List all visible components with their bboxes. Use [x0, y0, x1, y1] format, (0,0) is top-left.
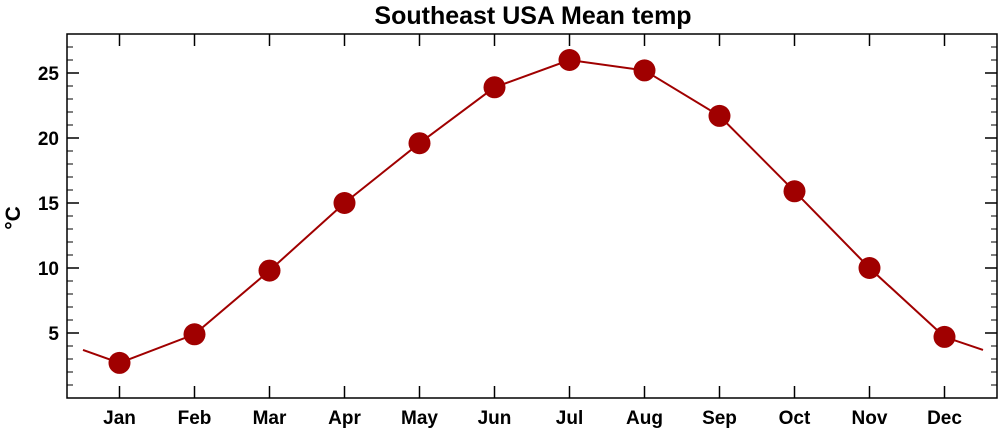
y-tick-label: 20	[38, 129, 59, 150]
y-tick-label: 25	[38, 64, 60, 85]
series-layer	[82, 49, 984, 374]
x-tick-label: Sep	[702, 408, 737, 429]
data-point-nov	[858, 257, 881, 279]
axis-ticks	[67, 34, 997, 398]
data-point-jul	[558, 49, 581, 71]
data-point-mar	[258, 259, 281, 282]
y-tick-label: 15	[38, 194, 60, 215]
x-tick-label: Feb	[178, 408, 212, 429]
x-tick-labels: Jan Feb Mar Apr May Jun Jul Aug Sep Oct Nov Dec	[103, 408, 962, 429]
y-tick-labels: 5 10 15 20 25	[38, 64, 60, 345]
y-tick-label: 5	[48, 324, 59, 345]
data-point-feb	[183, 323, 206, 346]
data-point-aug	[633, 59, 656, 82]
series-line	[82, 58, 984, 364]
y-axis-label: °C	[2, 206, 25, 230]
x-tick-label: Apr	[328, 408, 361, 429]
data-point-jan	[108, 351, 131, 374]
data-point-sep	[708, 104, 731, 127]
data-point-jun	[483, 76, 506, 99]
x-tick-label: May	[401, 408, 438, 429]
data-point-dec	[933, 325, 956, 348]
data-point-oct	[783, 180, 806, 203]
chart-title: Southeast USA Mean temp	[374, 2, 691, 30]
data-point-may	[408, 132, 431, 155]
x-tick-label: Jul	[556, 408, 583, 429]
x-tick-label: Mar	[253, 408, 287, 429]
x-tick-label: Dec	[927, 408, 962, 429]
x-tick-label: Jun	[478, 408, 512, 429]
x-tick-label: Aug	[626, 408, 663, 429]
x-tick-label: Oct	[779, 408, 811, 429]
x-tick-label: Nov	[852, 408, 888, 429]
plot-frame	[66, 33, 998, 399]
data-point-apr	[333, 192, 356, 214]
y-tick-label: 10	[38, 259, 59, 280]
x-tick-label: Jan	[103, 408, 136, 429]
